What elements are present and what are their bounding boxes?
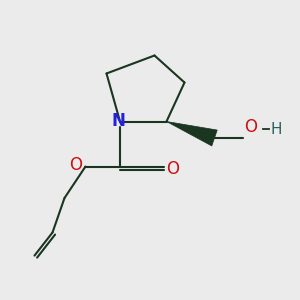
Text: O: O — [166, 160, 179, 178]
Text: N: N — [112, 112, 125, 130]
Text: H: H — [271, 122, 282, 136]
Polygon shape — [167, 122, 217, 146]
Text: O: O — [244, 118, 257, 136]
Text: O: O — [70, 156, 83, 174]
